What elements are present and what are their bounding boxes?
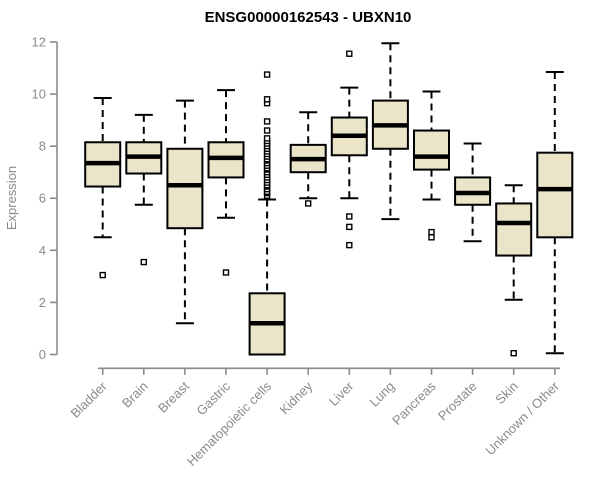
boxplot-hematopoietic-cells — [248, 71, 286, 356]
outlier-point — [99, 271, 106, 279]
boxplot-kidney — [289, 111, 327, 207]
boxplot-unknown-other — [536, 70, 574, 355]
x-axis-tick-label: Liver — [326, 378, 357, 409]
boxplot-breast — [166, 99, 204, 325]
y-axis-tick-label: 4 — [39, 243, 46, 258]
outlier-point — [510, 349, 517, 357]
box-rect — [166, 147, 204, 230]
boxplot-pancreas — [413, 90, 450, 241]
outlier-point — [346, 213, 353, 220]
outlier-point — [263, 135, 271, 142]
outlier-point — [140, 258, 148, 266]
outlier-point — [263, 127, 271, 134]
x-axis-tick-label: Pancreas — [389, 378, 439, 428]
boxplot-bladder — [84, 96, 122, 279]
boxplot-skin — [495, 184, 533, 357]
outlier-point — [222, 269, 230, 276]
boxplot-brain — [125, 113, 163, 266]
outlier-point — [346, 50, 353, 57]
box-rect — [495, 202, 533, 257]
x-axis-tick-label: Breast — [155, 378, 192, 415]
y-axis-tick-label: 2 — [39, 295, 46, 310]
x-axis-tick-label: Unknown / Other — [482, 378, 562, 458]
x-axis-tick-label: Kidney — [277, 378, 316, 417]
y-axis-tick-label: 10 — [32, 87, 46, 102]
box-series — [84, 42, 574, 357]
chart-title: ENSG00000162543 - UBXN10 — [205, 9, 412, 26]
boxplot-lung — [371, 42, 409, 221]
box-rect — [536, 151, 574, 239]
y-axis-tick-label: 12 — [32, 34, 46, 49]
x-axis-tick-label: Prostate — [435, 379, 480, 424]
y-axis-title: Expression — [4, 166, 19, 230]
x-axis-tick-label: Lung — [366, 379, 397, 410]
y-axis-tick-label: 0 — [39, 347, 46, 362]
boxplot-liver — [330, 50, 368, 249]
outlier-point — [263, 96, 271, 103]
outlier-point — [305, 200, 312, 207]
boxplot-gastric — [207, 89, 245, 276]
y-axis-tick-label: 8 — [39, 139, 46, 154]
box-rect — [413, 129, 450, 171]
x-axis-tick-label: Bladder — [68, 378, 111, 421]
outlier-point — [346, 241, 353, 249]
boxplot-prostate — [454, 142, 492, 243]
outlier-point — [428, 234, 435, 241]
x-axis-tick-label: Skin — [492, 379, 520, 407]
x-axis-tick-label: Brain — [119, 379, 151, 411]
y-axis-tick-label: 6 — [39, 191, 46, 206]
x-axis-tick-label: Gastric — [193, 378, 233, 418]
outlier-point — [346, 223, 353, 231]
outlier-point — [428, 228, 435, 236]
outlier-point — [263, 71, 271, 78]
outlier-point — [263, 118, 271, 125]
